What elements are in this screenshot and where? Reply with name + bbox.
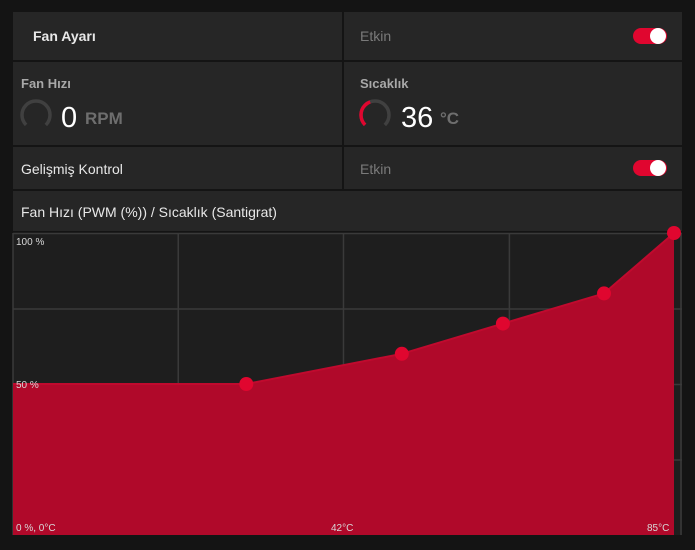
fan-curve-points[interactable] (239, 226, 681, 391)
curve-header-panel: Fan Hızı (PWM (%)) / Sıcaklık (Santigrat… (13, 191, 682, 231)
fan-setting-title: Fan Ayarı (33, 28, 96, 44)
fan-speed-value: 0 (61, 102, 78, 134)
origin-tick: 0 %, 0°C (16, 523, 56, 534)
y-tick-100: 100 % (16, 237, 45, 248)
fan-curve-area (13, 233, 674, 535)
advanced-control-status: Etkin (360, 161, 392, 177)
fan-setting-status-panel: Etkin (344, 12, 682, 60)
advanced-control-status-panel: Etkin (344, 147, 682, 189)
fan-speed-gauge-icon (20, 99, 52, 131)
temperature-value: 36 (401, 102, 434, 134)
toggle-knob (650, 160, 666, 176)
advanced-control-toggle[interactable] (633, 160, 667, 176)
curve-control-point[interactable] (495, 316, 510, 331)
fan-setting-toggle[interactable] (633, 28, 667, 44)
fan-speed-panel: Fan Hızı 0 RPM (13, 62, 342, 145)
y-tick-50: 50 % (16, 380, 39, 391)
x-tick-85: 85°C (647, 523, 670, 534)
fan-curve-svg[interactable] (12, 226, 682, 535)
advanced-control-title: Gelişmiş Kontrol (21, 161, 123, 177)
curve-control-point[interactable] (667, 226, 681, 240)
curve-header-title: Fan Hızı (PWM (%)) / Sıcaklık (Santigrat… (21, 204, 277, 220)
temperature-panel: Sıcaklık 36 °C (344, 62, 682, 145)
fan-setting-label-panel: Fan Ayarı (13, 12, 342, 60)
advanced-control-label-panel: Gelişmiş Kontrol (13, 147, 342, 189)
curve-control-point[interactable] (394, 346, 409, 361)
fan-curve-line (13, 232, 675, 385)
x-tick-42: 42°C (331, 523, 354, 534)
toggle-knob (650, 28, 666, 44)
curve-control-point[interactable] (239, 377, 254, 391)
temperature-title: Sıcaklık (360, 76, 409, 91)
temperature-gauge-icon (359, 99, 391, 131)
fan-speed-title: Fan Hızı (21, 76, 71, 91)
curve-control-point[interactable] (597, 286, 612, 301)
temperature-unit: °C (440, 109, 460, 128)
fan-curve-chart[interactable]: 100 % 50 % 0 %, 0°C 42°C 85°C (12, 226, 682, 535)
fan-speed-unit: RPM (85, 109, 123, 128)
fan-setting-status: Etkin (360, 28, 392, 44)
